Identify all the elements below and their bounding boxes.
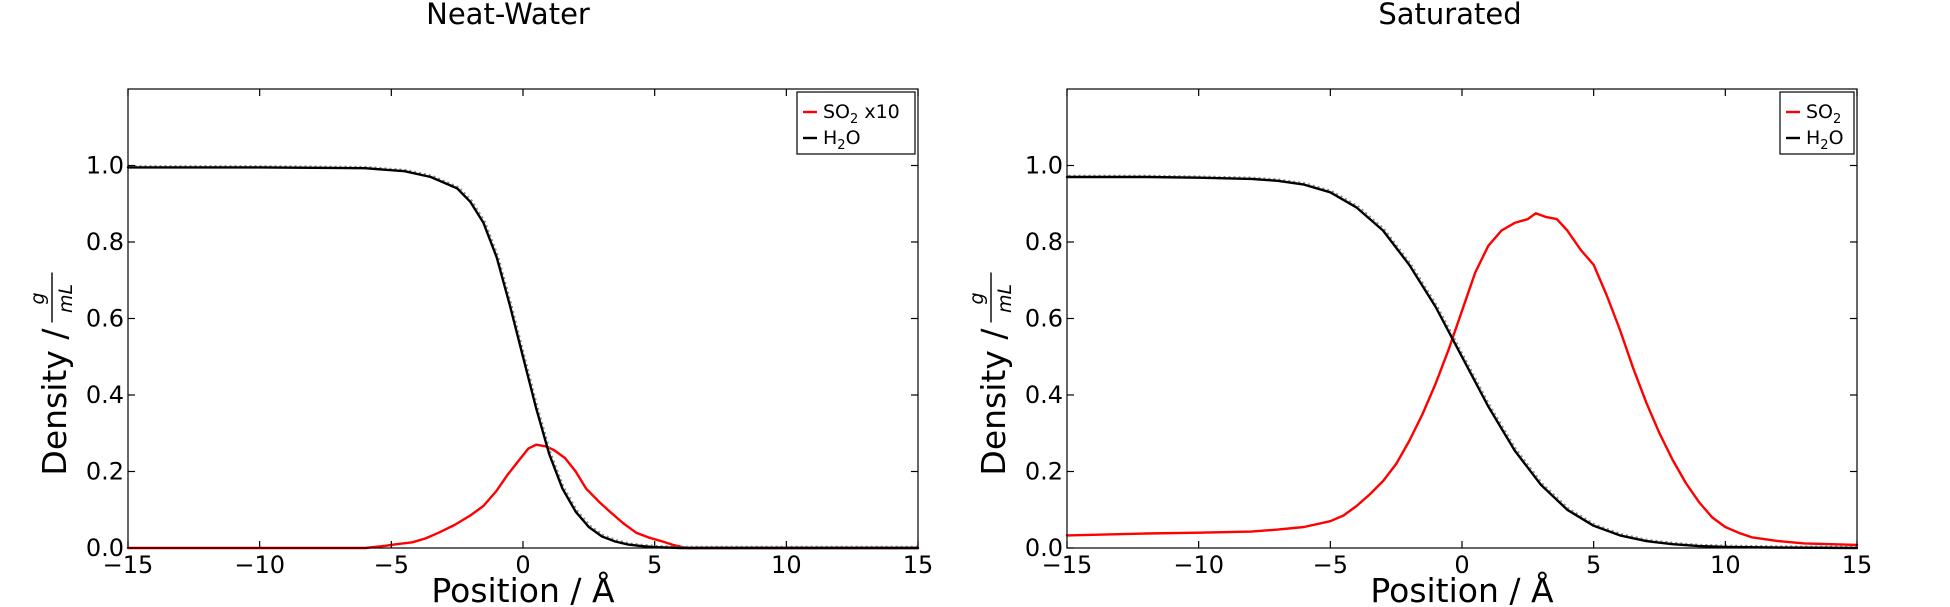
series-line-h2o xyxy=(126,166,920,550)
legend-label-suffix: O xyxy=(846,127,861,149)
y-tick-label: 0.0 xyxy=(86,534,124,562)
x-tick-label: 5 xyxy=(647,551,662,579)
x-tick-label: −10 xyxy=(1173,551,1224,579)
x-axis-label: Position / Å xyxy=(1370,570,1554,607)
y-tick-label: 0.6 xyxy=(1025,305,1063,333)
legend-label-main: SO xyxy=(823,101,850,123)
y-tick-label: 0.4 xyxy=(1025,381,1063,409)
legend-label-suffix: O xyxy=(1829,127,1844,149)
y-tick-label: 0.2 xyxy=(86,458,124,486)
legend-label-main: SO xyxy=(1806,101,1833,123)
x-tick-label: −10 xyxy=(234,551,285,579)
y-axis-label-denominator: mL xyxy=(55,284,77,313)
x-tick-label: −15 xyxy=(1042,551,1093,579)
x-tick-label: −5 xyxy=(374,551,409,579)
y-axis-label-group: Density / g mL xyxy=(27,272,77,476)
x-tick-label: −5 xyxy=(1313,551,1348,579)
legend-label-subscript: 2 xyxy=(850,112,858,127)
y-tick-label: 0.8 xyxy=(86,228,124,256)
series-line-so2 xyxy=(1065,212,1859,547)
y-tick-label: 0.4 xyxy=(86,381,124,409)
y-tick-label: 0.8 xyxy=(1025,228,1063,256)
chart-title: Saturated xyxy=(1378,0,1521,31)
chart-title: Neat-Water xyxy=(426,0,590,31)
plot-frame xyxy=(127,88,919,549)
legend-label-so2: SO2 xyxy=(1806,101,1841,127)
y-tick-label: 1.0 xyxy=(1025,152,1063,180)
legend-label-main: H xyxy=(1806,127,1820,149)
y-tick-label: 0.0 xyxy=(1025,534,1063,562)
x-tick-label: 0 xyxy=(1454,551,1469,579)
x-tick-label: 15 xyxy=(1842,551,1873,579)
chart-panel-saturated: Saturated −15 −10 −5 0 5 10 15 0.0 0.2 0.4 0.6 0.8 1.… xyxy=(966,0,1872,607)
fit-line-h2o xyxy=(129,165,920,548)
x-tick-label: 0 xyxy=(515,551,530,579)
series-line-h2o xyxy=(1065,175,1859,550)
legend-label-main: H xyxy=(823,127,837,149)
legend-label-subscript: 2 xyxy=(837,138,845,153)
legend-box xyxy=(796,91,916,155)
y-axis-label-denominator: mL xyxy=(994,284,1016,313)
legend-label-subscript: 2 xyxy=(1833,112,1841,127)
fit-line-h2o xyxy=(1068,174,1859,548)
x-tick-label: −15 xyxy=(103,551,154,579)
y-tick-label: 0.2 xyxy=(1025,458,1063,486)
x-axis-label: Position / Å xyxy=(431,570,615,607)
y-axis-label-numerator: g xyxy=(27,292,49,304)
x-tick-label: 15 xyxy=(903,551,934,579)
chart-panel-neat-water: Neat-Water −15 −10 −5 0 5 10 15 0.0 0.2 0.4 0.6 0.8 1… xyxy=(27,0,933,607)
series-line-so2-x10 xyxy=(126,443,920,550)
legend-label-suffix: x10 xyxy=(858,101,899,123)
y-axis-label-group: Density / g mL xyxy=(966,272,1016,476)
x-tick-label: 10 xyxy=(771,551,802,579)
y-tick-label: 0.6 xyxy=(86,305,124,333)
legend-label-h2o: H2O xyxy=(1806,127,1844,153)
legend-label-subscript: 2 xyxy=(1820,138,1828,153)
legend-label-so2-x10: SO2 x10 xyxy=(823,101,900,127)
plot-frame xyxy=(1066,88,1858,549)
legend-box xyxy=(1779,91,1855,155)
y-axis-label-numerator: g xyxy=(966,292,988,304)
legend-label-h2o: H2O xyxy=(823,127,861,153)
y-tick-label: 1.0 xyxy=(86,152,124,180)
x-tick-label: 10 xyxy=(1710,551,1741,579)
y-axis-label: Density / xyxy=(974,328,1013,476)
y-axis-label: Density / xyxy=(35,328,74,476)
x-tick-label: 5 xyxy=(1586,551,1601,579)
